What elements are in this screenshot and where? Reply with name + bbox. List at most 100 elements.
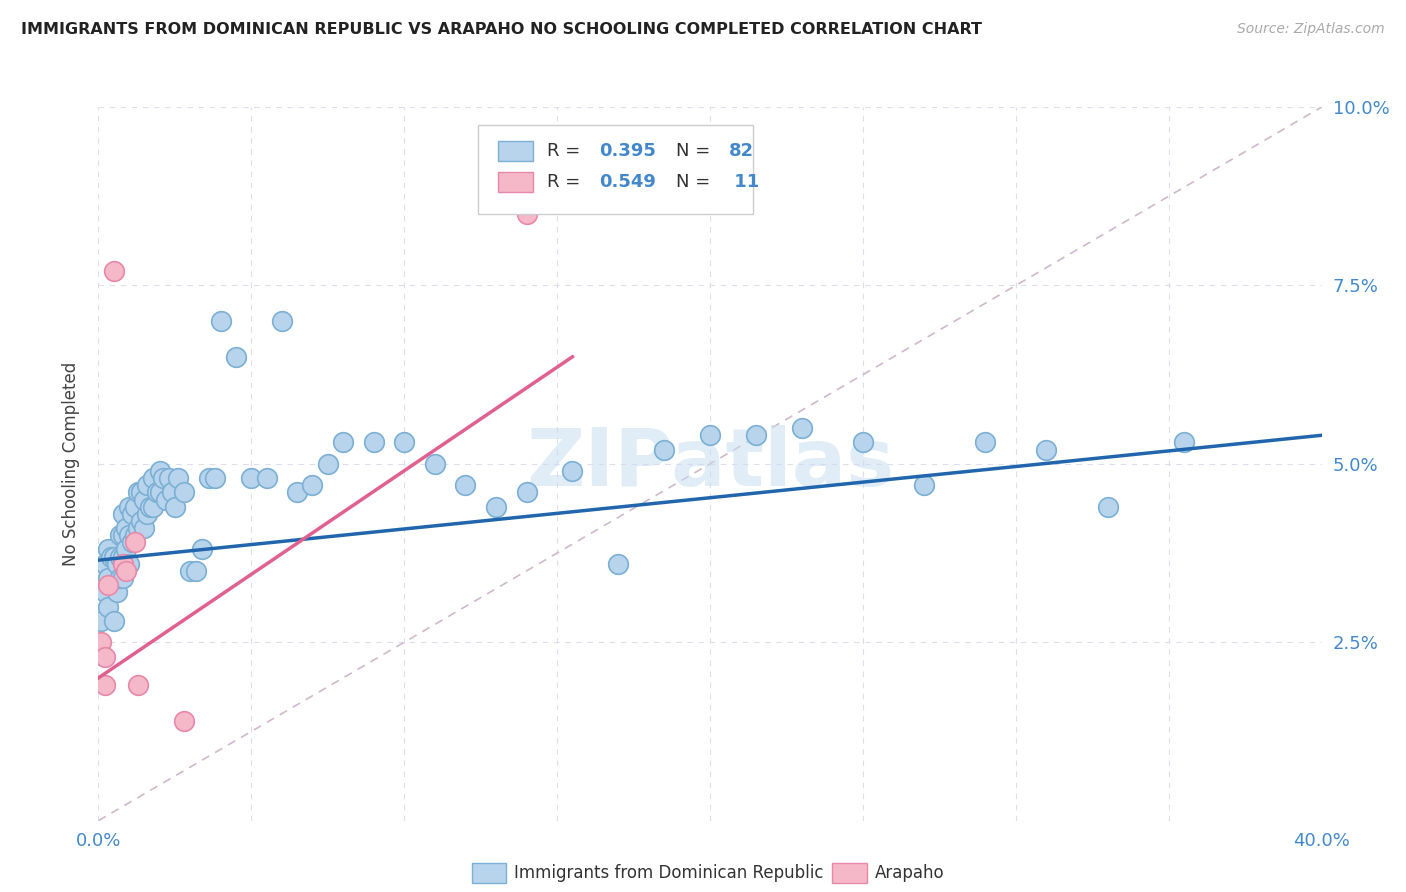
Point: [516, 485, 538, 500]
Point: [129, 485, 152, 500]
Point: [485, 500, 508, 514]
Text: R =: R =: [547, 173, 586, 191]
Point: [142, 500, 165, 514]
Y-axis label: No Schooling Completed: No Schooling Completed: [62, 362, 80, 566]
Point: [301, 478, 323, 492]
Point: [155, 492, 177, 507]
Point: [516, 207, 538, 221]
Point: [127, 521, 149, 535]
Point: [103, 264, 125, 278]
Text: Arapaho: Arapaho: [875, 863, 945, 881]
Point: [90, 635, 112, 649]
Point: [111, 507, 134, 521]
Text: 0.395: 0.395: [599, 143, 655, 161]
Point: [90, 614, 112, 628]
Point: [149, 485, 172, 500]
Point: [97, 578, 120, 592]
Point: [285, 485, 308, 500]
Point: [115, 521, 138, 535]
Point: [93, 585, 115, 599]
Text: R =: R =: [547, 143, 586, 161]
Point: [127, 485, 149, 500]
Point: [191, 542, 214, 557]
FancyBboxPatch shape: [832, 863, 866, 883]
Point: [93, 557, 115, 571]
FancyBboxPatch shape: [471, 863, 506, 883]
Point: [790, 421, 813, 435]
Point: [1173, 435, 1195, 450]
Point: [149, 464, 172, 478]
Point: [108, 571, 131, 585]
Point: [118, 528, 141, 542]
Point: [108, 549, 131, 564]
Point: [652, 442, 675, 457]
Point: [392, 435, 416, 450]
Point: [912, 478, 935, 492]
Point: [139, 500, 162, 514]
Point: [699, 428, 721, 442]
Point: [115, 542, 138, 557]
Point: [745, 428, 768, 442]
Point: [363, 435, 385, 450]
Point: [93, 678, 115, 692]
Text: ZIPatlas: ZIPatlas: [526, 425, 894, 503]
Point: [93, 649, 115, 664]
Point: [607, 557, 630, 571]
Point: [173, 714, 195, 728]
Point: [118, 500, 141, 514]
Point: [136, 478, 159, 492]
Point: [134, 521, 156, 535]
Point: [115, 564, 138, 578]
Point: [974, 435, 997, 450]
Point: [111, 549, 134, 564]
Point: [197, 471, 219, 485]
Point: [173, 485, 195, 500]
Point: [103, 614, 125, 628]
Text: N =: N =: [676, 173, 716, 191]
Point: [111, 571, 134, 585]
Point: [152, 471, 174, 485]
Point: [142, 471, 165, 485]
Point: [121, 535, 143, 549]
Text: Immigrants from Dominican Republic: Immigrants from Dominican Republic: [515, 863, 824, 881]
FancyBboxPatch shape: [498, 141, 533, 161]
Point: [124, 500, 146, 514]
Point: [127, 678, 149, 692]
Point: [157, 471, 180, 485]
Text: 0.549: 0.549: [599, 173, 655, 191]
Point: [186, 564, 208, 578]
Point: [167, 471, 190, 485]
Point: [204, 471, 226, 485]
Point: [97, 571, 120, 585]
Point: [108, 528, 131, 542]
FancyBboxPatch shape: [498, 172, 533, 192]
Point: [454, 478, 477, 492]
Point: [118, 557, 141, 571]
Point: [134, 492, 156, 507]
Point: [129, 514, 152, 528]
Point: [316, 457, 339, 471]
Point: [97, 599, 120, 614]
Point: [136, 507, 159, 521]
Point: [561, 464, 583, 478]
Text: 82: 82: [728, 143, 754, 161]
Point: [111, 557, 134, 571]
Point: [100, 549, 122, 564]
Point: [225, 350, 247, 364]
Point: [100, 578, 122, 592]
Point: [145, 485, 167, 500]
Point: [179, 564, 201, 578]
Text: Source: ZipAtlas.com: Source: ZipAtlas.com: [1237, 22, 1385, 37]
Point: [124, 535, 146, 549]
Point: [97, 542, 120, 557]
Point: [105, 585, 128, 599]
Point: [124, 528, 146, 542]
Point: [111, 528, 134, 542]
Point: [332, 435, 354, 450]
Point: [105, 557, 128, 571]
Point: [103, 549, 125, 564]
Point: [423, 457, 446, 471]
Point: [103, 578, 125, 592]
Point: [1097, 500, 1119, 514]
Text: IMMIGRANTS FROM DOMINICAN REPUBLIC VS ARAPAHO NO SCHOOLING COMPLETED CORRELATION: IMMIGRANTS FROM DOMINICAN REPUBLIC VS AR…: [21, 22, 981, 37]
